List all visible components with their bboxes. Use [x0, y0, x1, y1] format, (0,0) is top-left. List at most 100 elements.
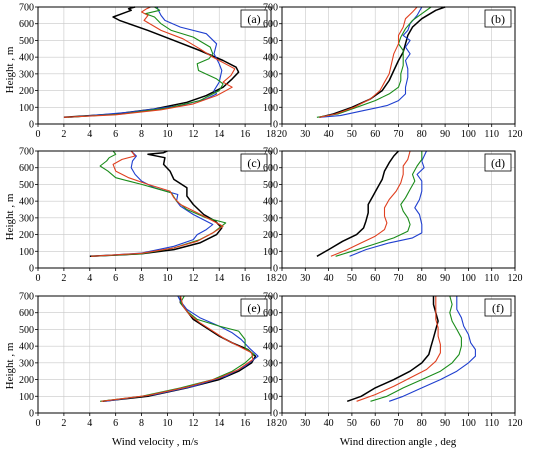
- y-tick-label: 400: [263, 342, 278, 353]
- x-tick-label: 10: [162, 129, 172, 140]
- x-tick-label: 30: [300, 273, 310, 284]
- panel-tag-label: (d): [491, 156, 505, 170]
- y-tick-label: 200: [19, 230, 34, 241]
- series-line: [319, 6, 446, 119]
- series-line: [100, 295, 255, 402]
- ylabel-group: Height , m Height , m Height , m: [4, 46, 16, 389]
- x-tick-label: 14: [214, 273, 224, 284]
- y-tick-label: 400: [19, 197, 34, 208]
- x-tick-label: 16: [240, 418, 250, 429]
- x-tick-label: 20: [277, 273, 287, 284]
- y-tick-label: 0: [273, 264, 278, 275]
- x-tick-label: 4: [87, 129, 92, 140]
- x-tick-label: 40: [324, 273, 334, 284]
- x-tick-label: 18: [266, 273, 276, 284]
- series-line: [63, 6, 236, 118]
- y-tick-label: 300: [263, 69, 278, 80]
- y-tick-label: 500: [263, 325, 278, 336]
- series-line: [93, 150, 214, 257]
- series-line: [91, 150, 224, 257]
- series-line: [319, 6, 418, 118]
- y-tick-label: 600: [263, 308, 278, 319]
- x-tick-label: 60: [370, 129, 380, 140]
- x-tick-label: 60: [370, 418, 380, 429]
- x-tick-label: 110: [484, 129, 499, 140]
- x-tick-label: 40: [324, 129, 334, 140]
- series-line: [101, 295, 254, 402]
- x-tick-label: 120: [508, 129, 523, 140]
- series-line: [316, 150, 400, 257]
- x-tick-label: 50: [347, 273, 357, 284]
- series-line: [330, 150, 411, 257]
- panel-tag-box: [484, 153, 512, 172]
- y-tick-label: 0: [273, 409, 278, 420]
- panel-tag-label: (f): [492, 301, 504, 315]
- y-tick-label: 300: [19, 213, 34, 224]
- x-tick-label: 120: [508, 418, 523, 429]
- x-tick-label: 14: [214, 418, 224, 429]
- x-tick-label: 8: [139, 129, 144, 140]
- y-tick-label: 700: [19, 3, 34, 14]
- x-tick-label: 100: [461, 129, 476, 140]
- y-tick-label: 200: [19, 375, 34, 386]
- y-tick-label: 200: [263, 86, 278, 97]
- y-tick-label: 600: [19, 163, 34, 174]
- x-tick-label: 2: [61, 418, 66, 429]
- y-tick-label: 300: [263, 213, 278, 224]
- y-tick-label: 0: [29, 409, 34, 420]
- x-tick-label: 80: [417, 273, 427, 284]
- panels: 0 2 4 6 8 10 12 14 16 180100200300400500600700(a)…: [19, 3, 523, 430]
- y-tick-label: 700: [263, 292, 278, 303]
- x-axis-label-speed: Wind velocity , m/s: [112, 436, 198, 448]
- x-tick-label: 10: [162, 273, 172, 284]
- x-tick-label: 4: [87, 273, 92, 284]
- y-tick-label: 300: [19, 358, 34, 369]
- y-tick-label: 100: [19, 247, 34, 258]
- y-tick-label: 700: [263, 3, 278, 14]
- y-tick-label: 400: [19, 53, 34, 64]
- plot-frame: [37, 295, 272, 414]
- panel-tag-label: (e): [247, 301, 260, 315]
- x-axis-label-direction: Wind direction angle , deg: [340, 436, 457, 448]
- x-tick-label: 50: [347, 129, 357, 140]
- y-axis-label-bottom: Height , m: [4, 342, 16, 389]
- x-tick-label: 20: [277, 418, 287, 429]
- series-line: [335, 151, 423, 257]
- y-tick-label: 600: [263, 163, 278, 174]
- x-tick-label: 120: [508, 273, 523, 284]
- y-tick-label: 200: [263, 230, 278, 241]
- x-tick-label: 16: [240, 129, 250, 140]
- y-tick-label: 700: [19, 292, 34, 303]
- x-tick-label: 0: [36, 273, 41, 284]
- y-tick-label: 0: [273, 120, 278, 131]
- y-tick-label: 100: [263, 247, 278, 258]
- plot-frame: [281, 150, 516, 269]
- y-tick-label: 100: [263, 392, 278, 403]
- y-tick-label: 600: [19, 308, 34, 319]
- x-tick-label: 8: [139, 418, 144, 429]
- y-axis-label-middle: Height , m: [4, 193, 16, 240]
- x-tick-label: 110: [484, 418, 499, 429]
- series-line: [356, 296, 441, 402]
- x-tick-label: 16: [240, 273, 250, 284]
- x-tick-label: 80: [417, 129, 427, 140]
- x-tick-label: 0: [36, 418, 41, 429]
- y-tick-label: 500: [19, 325, 34, 336]
- x-tick-label: 12: [188, 273, 198, 284]
- series-line: [319, 6, 423, 118]
- series-line: [389, 296, 476, 402]
- y-tick-label: 200: [19, 86, 34, 97]
- y-tick-label: 400: [263, 53, 278, 64]
- series-line: [89, 150, 223, 258]
- x-tick-label: 6: [113, 129, 118, 140]
- x-tick-label: 18: [266, 129, 276, 140]
- y-tick-label: 100: [19, 103, 34, 114]
- y-tick-label: 500: [263, 36, 278, 47]
- x-tick-label: 100: [461, 273, 476, 284]
- y-tick-label: 500: [19, 36, 34, 47]
- y-tick-label: 400: [19, 342, 34, 353]
- y-tick-label: 300: [263, 358, 278, 369]
